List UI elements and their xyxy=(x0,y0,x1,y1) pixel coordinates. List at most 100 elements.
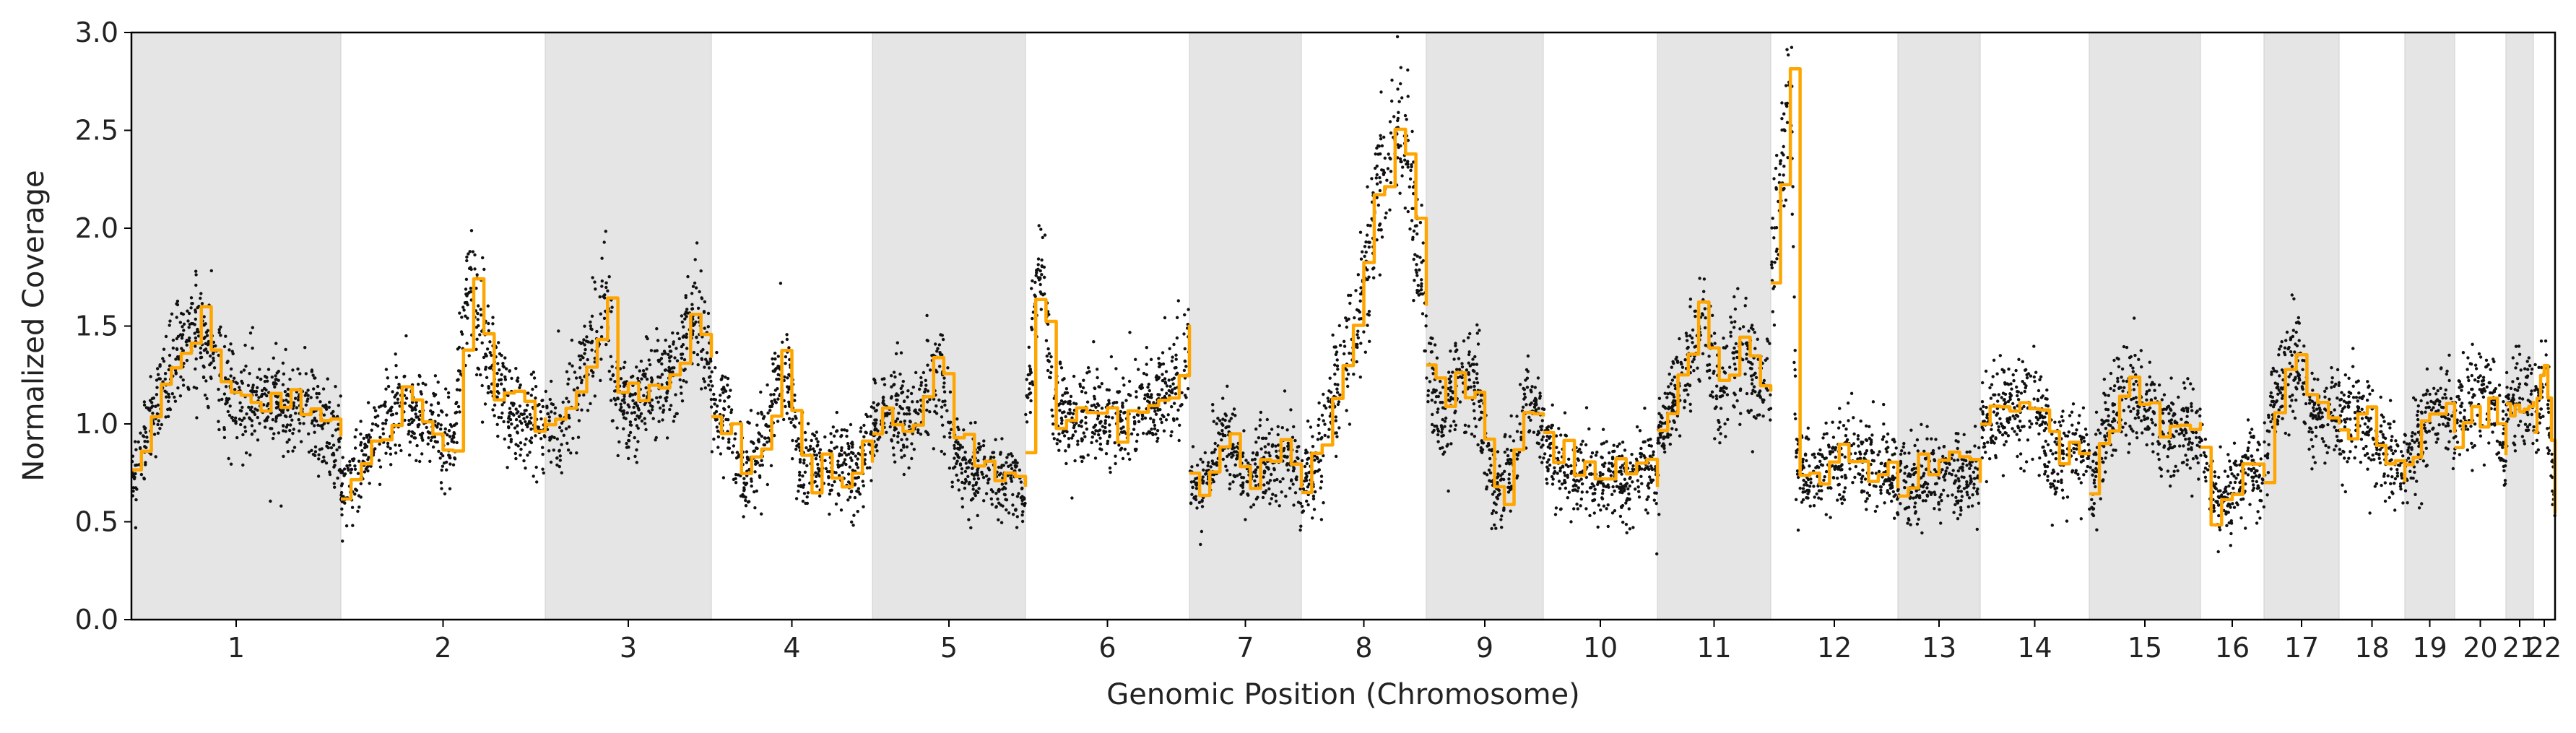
data-point xyxy=(1108,466,1112,470)
data-point xyxy=(1213,448,1217,451)
data-point xyxy=(1149,357,1153,361)
data-point xyxy=(1058,402,1062,406)
data-point xyxy=(762,443,766,447)
data-point xyxy=(1419,288,1423,292)
data-point xyxy=(182,322,186,326)
data-point xyxy=(1047,352,1051,355)
data-point xyxy=(539,437,543,441)
data-point xyxy=(794,439,799,443)
data-point xyxy=(460,332,464,336)
data-point xyxy=(309,396,313,399)
data-point xyxy=(526,425,529,429)
data-point xyxy=(645,367,649,371)
data-point xyxy=(716,435,721,439)
data-point xyxy=(1050,365,1054,369)
data-point xyxy=(1264,436,1268,441)
data-point xyxy=(1693,309,1696,313)
data-point xyxy=(760,463,765,467)
data-point xyxy=(1154,432,1158,436)
data-point xyxy=(524,467,527,470)
data-point xyxy=(536,404,539,407)
data-point xyxy=(145,435,149,439)
data-point xyxy=(1080,438,1085,441)
data-point xyxy=(846,472,851,476)
data-point xyxy=(1491,493,1495,496)
data-point xyxy=(1532,405,1537,409)
data-point xyxy=(940,449,944,454)
data-point xyxy=(727,441,731,444)
data-point xyxy=(1745,341,1749,344)
data-point xyxy=(328,470,331,474)
data-point xyxy=(389,463,393,467)
data-point xyxy=(861,480,864,483)
data-point xyxy=(144,446,148,449)
data-point xyxy=(664,338,667,342)
data-point xyxy=(509,440,513,443)
data-point xyxy=(239,370,243,374)
data-point xyxy=(238,401,242,404)
data-point xyxy=(710,450,714,454)
data-point xyxy=(1255,474,1259,478)
data-point xyxy=(466,303,469,307)
data-point xyxy=(1038,282,1042,287)
data-point xyxy=(514,417,519,422)
data-point xyxy=(167,392,170,396)
data-point xyxy=(1467,373,1471,376)
data-point xyxy=(1728,365,1732,369)
data-point xyxy=(1702,277,1707,281)
data-point xyxy=(1473,370,1476,373)
data-point xyxy=(195,329,199,334)
data-point xyxy=(642,394,646,397)
data-point xyxy=(997,501,1001,505)
data-point xyxy=(464,314,467,318)
data-point xyxy=(960,480,964,485)
data-point xyxy=(1560,482,1564,486)
data-point xyxy=(1304,472,1308,475)
data-point xyxy=(187,339,191,343)
data-point xyxy=(1116,390,1119,394)
data-point xyxy=(244,364,248,368)
data-point xyxy=(1397,110,1400,114)
data-point xyxy=(1675,355,1678,359)
data-point xyxy=(212,356,215,360)
data-point xyxy=(235,435,239,440)
data-point xyxy=(491,316,495,319)
data-point xyxy=(541,446,545,449)
data-point xyxy=(333,485,337,489)
data-point xyxy=(776,387,779,391)
data-point xyxy=(531,387,534,391)
data-point xyxy=(797,446,802,449)
data-point xyxy=(903,454,906,458)
data-point xyxy=(566,382,570,386)
data-point xyxy=(497,341,500,344)
data-point xyxy=(403,402,407,405)
data-point xyxy=(1683,406,1686,409)
data-point xyxy=(1223,418,1227,422)
data-point xyxy=(1153,423,1157,428)
data-point xyxy=(1206,464,1210,468)
data-point xyxy=(918,408,921,412)
data-point xyxy=(577,394,581,397)
data-point xyxy=(1627,492,1631,496)
data-point xyxy=(1305,461,1309,466)
data-point xyxy=(1634,487,1637,491)
data-point xyxy=(1010,454,1014,458)
data-point xyxy=(1756,337,1759,341)
data-point xyxy=(1769,418,1772,422)
data-point xyxy=(714,409,719,414)
data-point xyxy=(1171,355,1174,359)
data-point xyxy=(270,376,274,379)
data-point xyxy=(447,429,451,433)
data-point xyxy=(851,446,854,449)
data-point xyxy=(1019,480,1023,484)
data-point xyxy=(1107,399,1111,402)
data-point xyxy=(969,421,973,425)
data-point xyxy=(1067,445,1071,448)
data-point xyxy=(1506,448,1509,451)
data-point xyxy=(1311,435,1314,438)
data-point xyxy=(274,415,279,419)
data-point xyxy=(1121,402,1124,405)
data-point xyxy=(514,367,518,370)
data-point xyxy=(464,287,468,291)
data-point xyxy=(316,474,321,478)
